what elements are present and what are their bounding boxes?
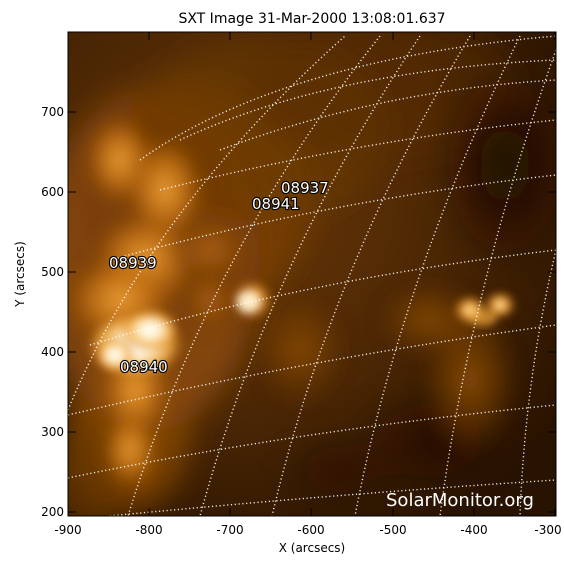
x-tick-label: -600 xyxy=(297,523,324,537)
active-region-label-08940: 08940 xyxy=(120,358,168,376)
x-tick-label: -800 xyxy=(135,523,162,537)
y-tick-label: 700 xyxy=(41,105,64,119)
heliographic-grid xyxy=(68,35,556,516)
y-tick-label: 300 xyxy=(41,425,64,439)
x-axis xyxy=(67,32,556,516)
x-tick-label: -300 xyxy=(534,523,561,537)
figure-title: SXT Image 31-Mar-2000 13:08:01.637 xyxy=(178,11,445,27)
plot-frame xyxy=(67,31,557,517)
y-tick-label: 600 xyxy=(41,185,64,199)
x-axis-title: X (arcsecs) xyxy=(279,541,346,555)
solar-xray-image: 08937 08941 08939 08940 SolarMonitor.org xyxy=(68,32,556,516)
y-tick-label: 400 xyxy=(41,345,64,359)
y-tick-labels: 200 300 400 500 600 700 xyxy=(41,105,64,519)
watermark-text: SolarMonitor.org xyxy=(386,490,534,511)
active-region-label-08941: 08941 xyxy=(252,195,300,213)
y-axis-title: Y (arcsecs) xyxy=(13,241,27,308)
x-tick-label: -700 xyxy=(216,523,243,537)
x-tick-labels: -900 -800 -700 -600 -500 -400 -300 xyxy=(54,523,561,537)
y-axis xyxy=(68,111,556,513)
x-tick-label: -900 xyxy=(54,523,81,537)
y-tick-label: 200 xyxy=(41,505,64,519)
x-tick-label: -400 xyxy=(460,523,487,537)
x-tick-label: -500 xyxy=(379,523,406,537)
active-region-label-08939: 08939 xyxy=(109,254,157,272)
y-tick-label: 500 xyxy=(41,265,64,279)
active-region-label-08937: 08937 xyxy=(281,179,329,197)
